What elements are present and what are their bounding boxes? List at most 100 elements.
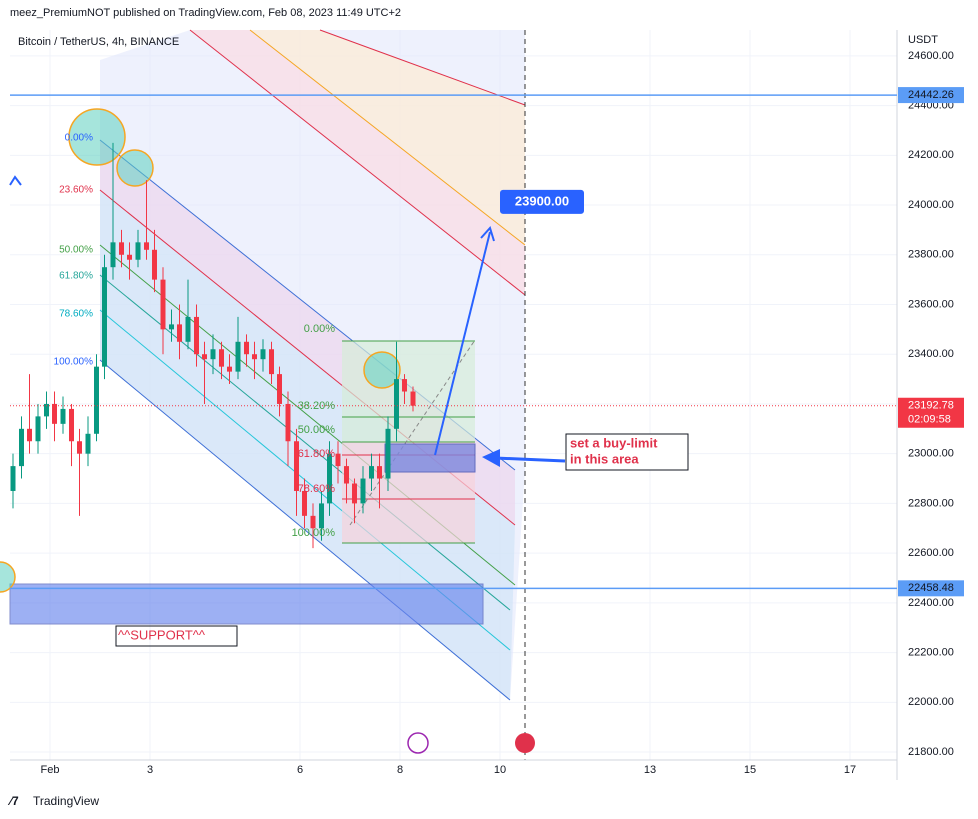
fib-zone (342, 341, 475, 442)
fib-label: 100.00% (54, 357, 94, 368)
x-tick-label: 8 (397, 764, 403, 776)
candle-body (369, 466, 374, 479)
channel-line (319, 29, 526, 106)
candle-body (260, 349, 266, 360)
candle-body (169, 324, 174, 330)
candle-body (19, 428, 24, 467)
candle-body (360, 478, 366, 504)
y-tick-label: 24200.00 (908, 149, 954, 161)
fib-label: 0.00% (304, 323, 335, 335)
x-tick-label: 15 (744, 764, 756, 776)
candle-body (135, 242, 141, 260)
note: set a buy-limit (570, 435, 658, 450)
candle-body (335, 453, 341, 467)
candle-body (185, 316, 191, 342)
candle-body (77, 441, 82, 454)
support-zone (9, 583, 484, 625)
y-tick-label: 22200.00 (908, 646, 954, 658)
candle-body (177, 324, 182, 342)
brand: TradingView (33, 794, 99, 808)
channel-line (99, 274, 511, 611)
y-tick-label: 22800.00 (908, 497, 954, 509)
fib-label: 23.60% (59, 185, 93, 196)
fib-label: 61.80% (59, 271, 93, 282)
event-icon (407, 732, 429, 754)
y-tick-label: 23600.00 (908, 298, 954, 310)
x-tick-label: 17 (844, 764, 856, 776)
channel-line (99, 359, 511, 701)
support-label: ^^SUPPORT^^ (118, 627, 206, 642)
last-price-label: 23192.78 (908, 400, 954, 412)
candle-body (160, 279, 166, 330)
fib-label: 100.00% (292, 527, 336, 539)
support-box (115, 625, 238, 647)
x-tick-label: 10 (494, 764, 506, 776)
price-badge (898, 87, 964, 104)
candle-body (102, 267, 107, 367)
candle-body (244, 341, 249, 355)
countdown: 02:09:58 (908, 414, 951, 426)
candle-body (202, 354, 207, 360)
price-badge (898, 580, 964, 597)
y-tick-label: 21800.00 (908, 746, 954, 758)
candle-body (227, 366, 232, 372)
candle-body (269, 349, 274, 375)
candle-body (60, 408, 66, 424)
circles (0, 108, 401, 593)
candle-body (402, 379, 407, 392)
arrow-head (480, 226, 495, 242)
candle-body (385, 428, 391, 479)
drawings (0, 29, 566, 760)
candle-body (352, 483, 357, 504)
note: in this area (570, 451, 639, 466)
x-tick-label: 3 (147, 764, 153, 776)
y-tick-label: 22400.00 (908, 597, 954, 609)
x-tick-label: 6 (297, 764, 303, 776)
arrow (494, 456, 566, 463)
candle-body (69, 408, 74, 442)
arrow (434, 231, 491, 456)
candle-body (235, 341, 241, 372)
candle-body (394, 379, 399, 429)
fib-label: 50.00% (59, 245, 93, 256)
candle-body (127, 254, 132, 260)
target-badge (500, 189, 584, 214)
candle-body (294, 441, 299, 491)
fib-label: 38.20% (298, 400, 336, 412)
candle-body (52, 403, 57, 424)
candle-body (210, 349, 216, 360)
candle-body (10, 466, 16, 491)
fib-label: 78.60% (59, 309, 93, 320)
buy-zone (384, 443, 476, 473)
price-badge-label: 24442.26 (908, 89, 954, 101)
price-badge-label: 22458.48 (908, 582, 954, 594)
candle-body (310, 515, 316, 529)
candle-body (110, 242, 116, 268)
candle-body (252, 354, 257, 360)
last-price-badge (898, 397, 964, 428)
candle-body (152, 249, 157, 280)
candle-body (219, 349, 224, 367)
candle-body (302, 490, 307, 516)
header: meez_PremiumNOT published on TradingView… (10, 7, 401, 19)
candle-body (344, 466, 349, 484)
x-tick-label: Feb (41, 764, 60, 776)
candle-body (44, 403, 49, 417)
currency: USDT (908, 34, 938, 46)
candle-body (319, 503, 324, 529)
fib-label: 50.00% (298, 424, 336, 436)
y-tick-label: 22600.00 (908, 547, 954, 559)
candle-body (194, 316, 199, 355)
candle-body (285, 403, 291, 442)
candle-body (35, 416, 41, 442)
y-tick-label: 23400.00 (908, 348, 954, 360)
candle-body (410, 391, 416, 406)
fib-label: 78.60% (298, 483, 336, 495)
fib-label: 61.80% (298, 448, 336, 460)
candle-body (27, 428, 32, 442)
candle-body (144, 242, 149, 250)
fib-label: 0.00% (65, 133, 93, 144)
arrow-icon (9, 175, 22, 186)
candle-body (377, 466, 382, 479)
